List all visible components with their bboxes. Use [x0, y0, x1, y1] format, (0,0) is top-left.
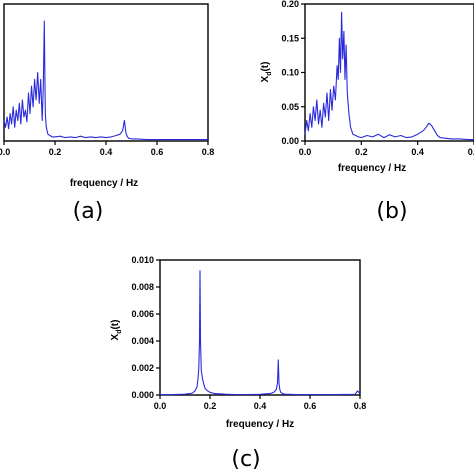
y-tick-label-b: 0.10: [281, 68, 299, 78]
y-tick-label-c: 0.000: [131, 390, 154, 400]
y-tick-label-b: 0.20: [281, 0, 299, 9]
x-tick-label-c: 0.4: [254, 401, 267, 411]
x-tick-label-a: 0.6: [151, 147, 164, 157]
panel-b: 0.0 0.2 0.4 0.6 0.00 0.05 0.10 0.15 0.20 frequen…: [260, 0, 474, 224]
x-tick-label-b: 0.6: [468, 147, 474, 157]
y-tick-label-c: 0.006: [131, 309, 154, 319]
x-tick-label-c: 0.6: [304, 401, 317, 411]
x-tick-label-a: 0.0: [0, 147, 10, 157]
x-tick-label-c: 0.8: [354, 401, 367, 411]
x-tick-label-c: 0.2: [204, 401, 217, 411]
series-line-a-0: [3, 20, 208, 141]
y-tick-label-c: 0.010: [131, 255, 154, 265]
y-tick-label-c: 0.002: [131, 363, 154, 373]
x-tick-label-a: 0.8: [202, 147, 215, 157]
panel-label-a: (a): [73, 199, 104, 224]
x-tick-label-b: 0.4: [411, 147, 424, 157]
plot-area-c: 0.0 0.2 0.4 0.6 0.8 0.000 0.002 0.004 0.006 0.008…: [131, 255, 366, 411]
y-tick-label-b: 0.05: [281, 102, 299, 112]
panel-c: 0.0 0.2 0.4 0.6 0.8 0.000 0.002 0.004 0.006 0.008…: [110, 255, 366, 472]
x-tick-label-a: 0.2: [49, 147, 62, 157]
y-tick-label-c: 0.004: [131, 336, 154, 346]
x-tick-label-c: 0.0: [154, 401, 167, 411]
x-tick-label-b: 0.2: [355, 147, 368, 157]
plot-frame-c: [159, 259, 361, 396]
y-tick-label-b: 0.00: [281, 136, 299, 146]
x-tick-label-a: 0.4: [100, 147, 113, 157]
plot-area-b: 0.0 0.2 0.4 0.6 0.00 0.05 0.10 0.15 0.20: [281, 0, 474, 157]
plot-frame-b: [304, 3, 474, 142]
panel-label-c: (c): [231, 447, 260, 472]
plot-area-a: 0.0 0.2 0.4 0.6 0.8: [0, 3, 215, 157]
x-axis-label-a: frequency / Hz: [70, 178, 138, 189]
panel-label-b: (b): [376, 199, 407, 224]
plot-frame-a: [3, 3, 209, 142]
y-tick-label-c: 0.008: [131, 282, 154, 292]
x-axis-label-b: frequency / Hz: [338, 163, 406, 174]
y-tick-label-b: 0.15: [281, 33, 299, 43]
panel-a: 0.0 0.2 0.4 0.6 0.8 frequency / Hz (a): [0, 3, 215, 224]
y-axis-label-b: Xd(t): [260, 62, 273, 83]
series-line-b-0: [304, 11, 474, 141]
y-axis-label-c: Xd(t): [110, 320, 123, 341]
series-line-c-0: [159, 270, 361, 396]
x-tick-label-b: 0.0: [299, 147, 312, 157]
x-axis-label-c: frequency / Hz: [226, 419, 294, 430]
